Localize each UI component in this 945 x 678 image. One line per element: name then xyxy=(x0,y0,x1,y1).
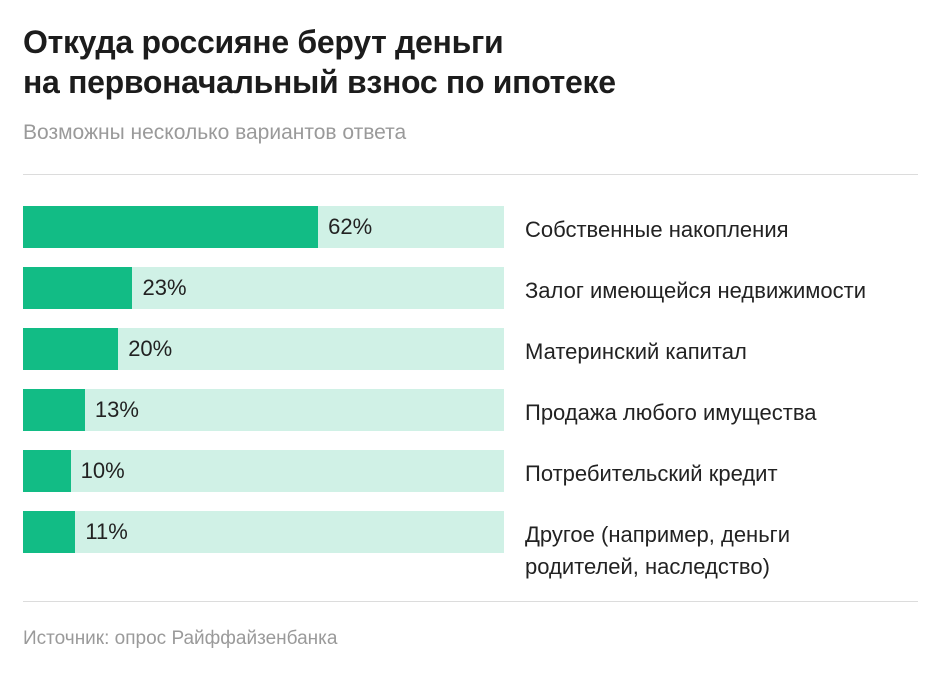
bar-track xyxy=(23,389,504,431)
category-label: Потребительский кредит xyxy=(525,461,778,486)
bar xyxy=(23,328,119,370)
category-label: Залог имеющейся недвижимости xyxy=(525,278,866,303)
bar-row: 62% Собственные накопления xyxy=(23,206,918,248)
data-label: 23% xyxy=(142,275,187,300)
source-note: Источник: опрос Райффайзенбанка xyxy=(23,628,338,649)
category-label: Собственные накопления xyxy=(525,217,789,242)
bar-row: 20% Материнский капитал xyxy=(23,328,918,370)
bar-row: 13% Продажа любого имущества xyxy=(23,389,918,431)
data-label: 62% xyxy=(328,214,373,239)
bar-track xyxy=(23,511,504,553)
bar xyxy=(23,267,133,309)
bar xyxy=(23,450,71,492)
chart-title: Откуда россияне берут деньги на первонач… xyxy=(23,22,616,102)
data-label: 10% xyxy=(80,458,125,483)
data-label: 11% xyxy=(85,519,128,544)
bottom-divider xyxy=(23,601,918,602)
top-divider xyxy=(23,174,918,175)
category-label: Другое (например, деньги родителей, насл… xyxy=(525,522,790,579)
bar-track xyxy=(23,450,504,492)
title-line-2: на первоначальный взнос по ипотеке xyxy=(23,64,616,100)
data-label: 20% xyxy=(128,336,173,361)
category-label: Материнский капитал xyxy=(525,339,747,364)
bar xyxy=(23,389,85,431)
bar-row: 11% Другое (например, деньги родителей, н… xyxy=(23,511,918,579)
bar-row: 23% Залог имеющейся недвижимости xyxy=(23,267,918,309)
bar xyxy=(23,511,76,553)
data-label: 13% xyxy=(94,397,139,422)
bar-row: 10% Потребительский кредит xyxy=(23,450,918,492)
category-label: Продажа любого имущества xyxy=(525,400,817,425)
title-line-1: Откуда россияне берут деньги xyxy=(23,24,504,60)
chart-subtitle: Возможны несколько вариантов ответа xyxy=(23,121,407,144)
bar xyxy=(23,206,319,248)
